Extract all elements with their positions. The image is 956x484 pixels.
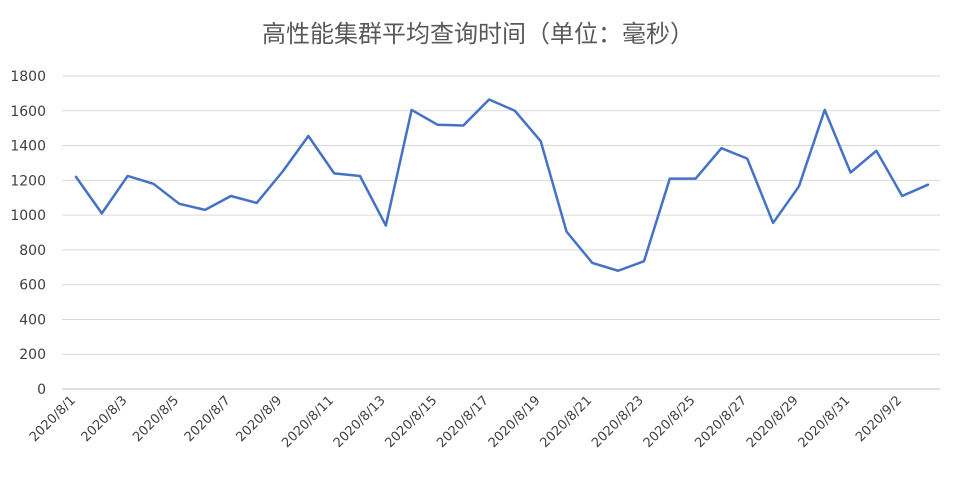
y-tick-label: 0 — [37, 382, 46, 398]
x-tick-label: 2020/8/27 — [692, 393, 750, 451]
x-tick-label: 2020/8/1 — [27, 393, 79, 445]
y-tick-label: 1000 — [10, 208, 46, 224]
series-layer — [74, 98, 930, 273]
y-tick-label: 800 — [19, 243, 46, 259]
y-tick-label: 200 — [19, 347, 46, 363]
x-tick-label: 2020/8/3 — [79, 393, 131, 445]
x-tick-label: 2020/8/17 — [434, 393, 492, 451]
y-tick-label: 400 — [19, 312, 46, 328]
y-tick-label: 1600 — [10, 104, 46, 120]
x-tick-label: 2020/8/19 — [486, 393, 544, 451]
series-line — [74, 98, 930, 273]
y-tick-label: 1400 — [10, 139, 46, 155]
x-tick-label: 2020/8/29 — [744, 393, 802, 451]
gridlines — [62, 75, 940, 390]
x-tick-label: 2020/8/7 — [182, 393, 234, 445]
x-tick-label: 2020/8/25 — [641, 393, 699, 451]
y-tick-label: 1800 — [10, 69, 46, 85]
y-tick-label: 1200 — [10, 173, 46, 189]
x-tick-label: 2020/8/15 — [383, 393, 441, 451]
y-tick-label: 600 — [19, 278, 46, 294]
x-tick-label: 2020/8/21 — [537, 393, 595, 451]
x-axis-ticks: 2020/8/1 2020/8/3 2020/8/5 2020/8/7 2020/8/9… — [27, 393, 905, 451]
x-tick-label: 2020/8/5 — [130, 393, 182, 445]
x-tick-label: 2020/8/9 — [233, 393, 285, 445]
y-axis-ticks: 0 200 400 600 800 1000 1200 1400 1600 1800 — [10, 69, 46, 398]
x-tick-label: 2020/8/23 — [589, 393, 647, 451]
x-tick-label: 2020/8/13 — [331, 393, 389, 451]
chart-title: 高性能集群平均查询时间（单位：毫秒） — [262, 20, 694, 48]
x-tick-label: 2020/8/11 — [279, 393, 337, 451]
x-tick-label: 2020/9/2 — [853, 393, 905, 445]
x-tick-label: 2020/8/31 — [796, 393, 854, 451]
